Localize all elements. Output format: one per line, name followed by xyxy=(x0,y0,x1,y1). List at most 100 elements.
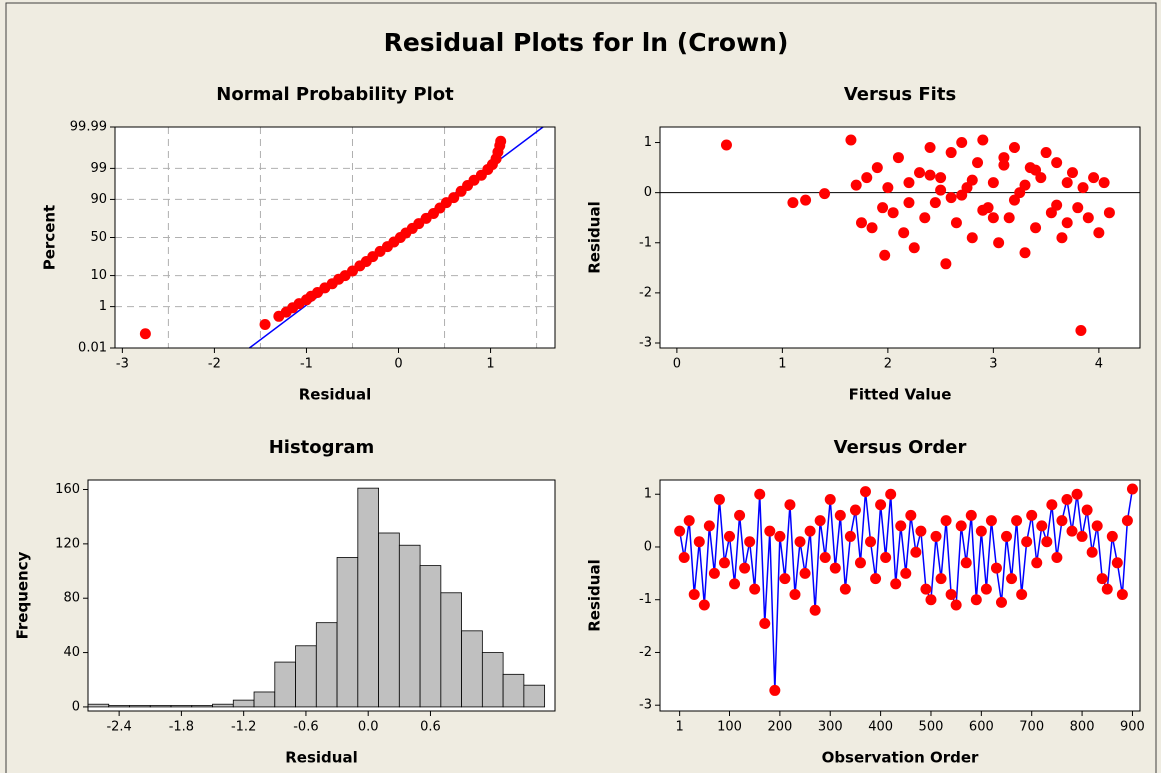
x-tick-label: 1 xyxy=(778,357,786,372)
bar xyxy=(253,691,276,708)
point xyxy=(789,588,801,600)
bar xyxy=(440,592,463,708)
point xyxy=(924,142,936,154)
point xyxy=(834,509,846,521)
point xyxy=(975,525,987,537)
point xyxy=(966,174,978,186)
point xyxy=(915,525,927,537)
point xyxy=(1101,583,1113,595)
point xyxy=(855,217,867,229)
point xyxy=(977,204,989,216)
point xyxy=(910,546,922,558)
point xyxy=(935,184,947,196)
bar xyxy=(129,705,151,708)
point xyxy=(844,530,856,542)
x-tick-label: 1 xyxy=(676,720,684,735)
point xyxy=(900,567,912,579)
point xyxy=(759,617,771,629)
point xyxy=(935,172,947,184)
point xyxy=(1086,546,1098,558)
y-tick-label: -2 xyxy=(639,285,652,300)
panel-title: Normal Probability Plot xyxy=(216,84,454,105)
point xyxy=(845,134,857,146)
point xyxy=(849,504,861,516)
x-tick-label: 900 xyxy=(1120,720,1145,735)
plot-border xyxy=(87,479,556,712)
point xyxy=(1106,530,1118,542)
point xyxy=(779,573,791,585)
point xyxy=(987,177,999,189)
x-tick-label: -2 xyxy=(208,357,221,372)
point xyxy=(1103,207,1115,219)
y-tick-label: 1 xyxy=(99,299,107,314)
bar xyxy=(232,699,255,708)
point xyxy=(1036,520,1048,532)
point xyxy=(1051,157,1063,169)
point xyxy=(993,237,1005,249)
point xyxy=(956,137,968,149)
point xyxy=(774,530,786,542)
point xyxy=(940,515,952,527)
point xyxy=(734,509,746,521)
panel-title: Versus Order xyxy=(834,437,967,458)
x-tick-label: 1 xyxy=(486,357,494,372)
point xyxy=(1030,222,1042,234)
x-tick-label: 600 xyxy=(969,720,994,735)
point xyxy=(703,520,715,532)
point xyxy=(749,583,761,595)
point xyxy=(259,319,271,331)
point xyxy=(1072,202,1084,214)
bar xyxy=(295,645,317,708)
point xyxy=(1056,232,1068,244)
point xyxy=(960,557,972,569)
x-tick-label: 4 xyxy=(1095,357,1103,372)
point xyxy=(1008,194,1020,206)
point xyxy=(980,583,992,595)
bar xyxy=(108,705,130,708)
point xyxy=(1088,172,1100,184)
point xyxy=(919,212,931,224)
plot-area xyxy=(660,480,1140,711)
point xyxy=(985,515,997,527)
point xyxy=(1046,499,1058,511)
point xyxy=(914,167,926,179)
point xyxy=(903,197,915,209)
point xyxy=(448,192,460,204)
plot-border xyxy=(659,479,1141,712)
bar xyxy=(378,532,400,708)
point xyxy=(887,207,899,219)
x-tick-label: 400 xyxy=(868,720,893,735)
x-tick-label: 3 xyxy=(989,357,997,372)
point xyxy=(1111,557,1123,569)
point xyxy=(1071,488,1083,500)
point xyxy=(1082,212,1094,224)
point xyxy=(965,509,977,521)
bar xyxy=(212,703,234,708)
point xyxy=(829,562,841,574)
point xyxy=(945,588,957,600)
bar xyxy=(502,673,525,708)
y-tick-label: 40 xyxy=(63,645,80,660)
x-tick-label: -1.2 xyxy=(231,720,256,735)
point xyxy=(1019,179,1031,191)
point xyxy=(877,202,889,214)
x-tick-label: -1 xyxy=(300,357,313,372)
point xyxy=(1121,515,1133,527)
point xyxy=(495,135,507,147)
point xyxy=(688,588,700,600)
point xyxy=(1066,167,1078,179)
point xyxy=(693,536,705,548)
point xyxy=(1061,217,1073,229)
bar xyxy=(336,557,359,708)
bar xyxy=(274,661,296,708)
point xyxy=(929,197,941,209)
point xyxy=(799,567,811,579)
point xyxy=(908,242,920,254)
bar xyxy=(419,565,442,708)
y-axis-label: Residual xyxy=(586,559,604,631)
y-axis-label: Frequency xyxy=(14,551,32,639)
point xyxy=(819,188,831,200)
point xyxy=(718,557,730,569)
bar xyxy=(170,705,193,708)
